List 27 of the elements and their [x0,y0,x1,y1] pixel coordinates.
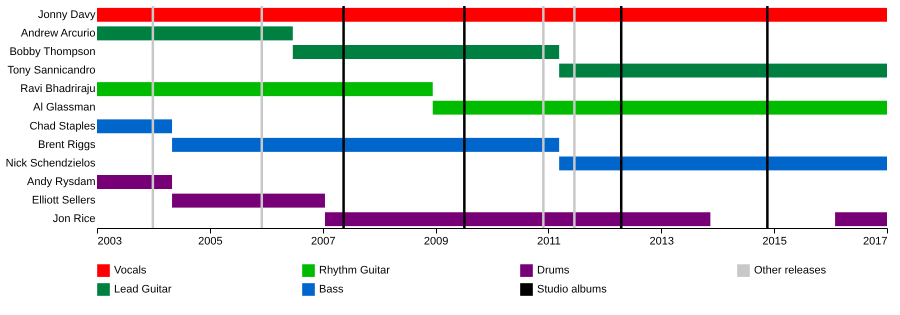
x-tick-label: 2013 [650,236,674,248]
y-tick-label: Chad Staples [29,120,96,132]
y-tick-label: Jon Rice [52,213,96,226]
y-tick-label: Nick Schendzielos [6,157,96,170]
x-tick-label: 2017 [863,236,888,248]
y-tick-label: Brent Riggs [38,138,96,151]
y-tick-label: Ravi Bhadriraju [20,83,96,96]
x-tick-label: 2009 [424,236,448,248]
x-tick-label: 2015 [762,236,787,248]
x-tick-label: 2005 [198,236,223,248]
y-tick-label: Bobby Thompson [9,46,96,58]
y-tick-label: Elliott Sellers [32,194,96,207]
y-tick-label: Tony Sannicandro [7,64,96,77]
y-tick-label: Jonny Davy [38,8,96,21]
legend-label: Drums [537,264,570,277]
y-tick-label: Andrew Arcurio [20,27,96,40]
legend-label: Studio albums [537,284,608,296]
y-tick-label: Al Glassman [33,102,96,114]
legend-label: Rhythm Guitar [319,264,390,277]
legend-label: Bass [319,284,344,296]
y-tick-label: Andy Rysdam [27,176,96,188]
legend-label: Vocals [114,264,147,277]
x-tick-label: 2011 [537,236,561,248]
x-tick-label: 2007 [310,236,336,248]
x-tick-label: 2003 [98,236,122,248]
legend-label: Lead Guitar [114,284,172,296]
legend-label: Other releases [754,264,827,277]
